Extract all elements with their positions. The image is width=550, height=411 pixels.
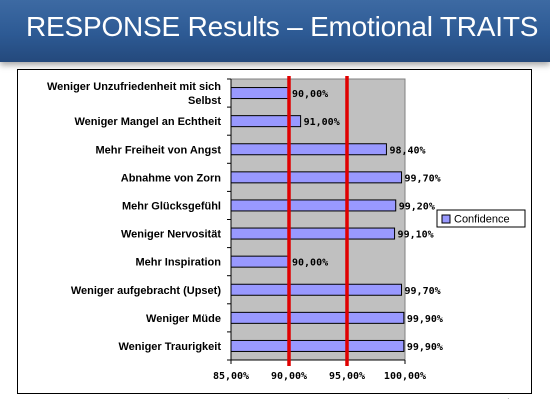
bar [230, 143, 387, 156]
bar [230, 87, 290, 100]
page-title: RESPONSE Results – Emotional TRAITS [26, 11, 539, 42]
category-label: Selbst [188, 95, 221, 107]
bar [230, 283, 403, 296]
data-label: 99,90% [407, 342, 443, 353]
data-label: 98,40% [389, 145, 425, 156]
bar [230, 199, 397, 212]
x-tick-label: 95,00% [329, 371, 365, 382]
bar [230, 171, 403, 184]
category-label: Weniger Nervosität [121, 229, 221, 241]
x-tick-label: 85,00% [213, 371, 249, 382]
data-label: 99,20% [399, 201, 435, 212]
category-label: Abnahme von Zorn [121, 172, 222, 184]
category-label: Mehr Inspiration [135, 257, 221, 269]
category-label: Weniger Müde [146, 313, 221, 325]
legend-label: Confidence [454, 214, 510, 226]
bar [230, 227, 396, 240]
data-label: 90,00% [292, 89, 328, 100]
bar [230, 255, 290, 268]
data-label: 99,10% [398, 230, 434, 241]
category-label: Mehr Freiheit von Angst [96, 144, 222, 156]
data-label: 99,70% [405, 286, 441, 297]
category-label: Weniger Mangel an Echtheit [75, 116, 222, 128]
x-tick-label: 90,00% [271, 371, 307, 382]
corner-mark: · [507, 394, 510, 403]
title-banner: RESPONSE Results – Emotional TRAITS [0, 0, 550, 62]
category-label: Weniger Unzufriedenheit mit sich [47, 81, 221, 93]
data-label: 99,90% [407, 314, 443, 325]
legend-swatch [441, 214, 451, 224]
category-label: Mehr Glücksgefühl [122, 200, 221, 212]
data-label: 91,00% [304, 117, 340, 128]
x-tick-label: 100,00% [384, 371, 426, 382]
bar [230, 311, 405, 324]
category-label: Weniger aufgebracht (Upset) [71, 285, 221, 297]
bar [230, 339, 405, 352]
data-label: 90,00% [292, 258, 328, 269]
data-label: 99,70% [405, 173, 441, 184]
category-label: Weniger Traurigkeit [119, 341, 222, 353]
legend [436, 209, 526, 228]
